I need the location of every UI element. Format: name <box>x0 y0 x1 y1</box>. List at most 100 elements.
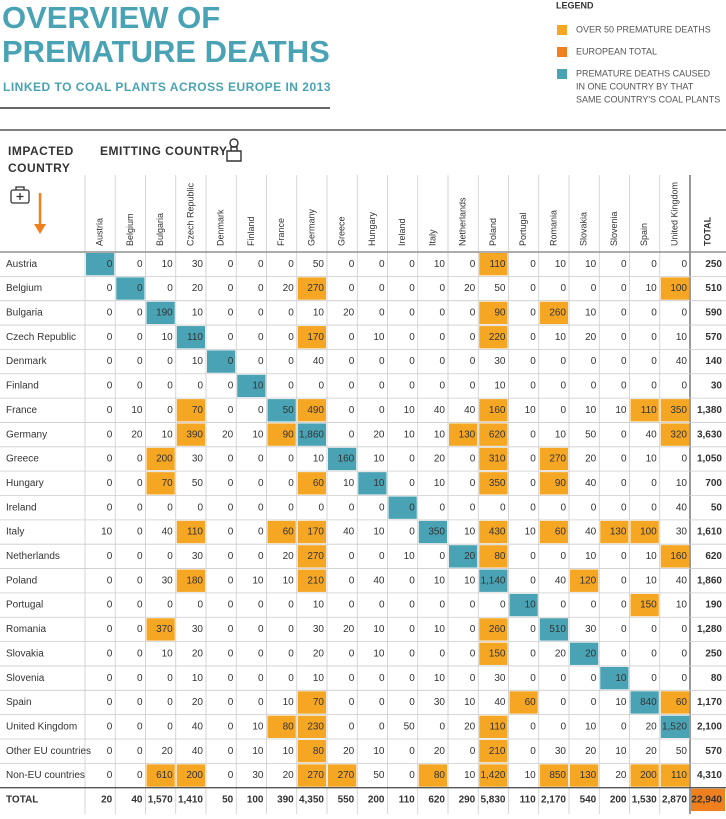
cell: 20 <box>434 746 446 757</box>
cell: 20 <box>192 283 204 294</box>
cell: 10 <box>313 673 325 684</box>
cell: 0 <box>288 478 294 489</box>
cell: 50 <box>585 429 597 440</box>
cell: 0 <box>379 405 385 416</box>
cell: 0 <box>560 551 566 562</box>
cell: 0 <box>107 673 113 684</box>
cell: 0 <box>409 697 415 708</box>
cell: 0 <box>409 673 415 684</box>
row-label: Czech Republic <box>6 332 76 343</box>
cell: 0 <box>621 502 627 513</box>
cell: 0 <box>560 502 566 513</box>
cell-highlight <box>418 764 447 787</box>
title: OVERVIEW OF <box>2 0 220 35</box>
column-label: Romania <box>548 210 558 246</box>
cell: 0 <box>288 356 294 367</box>
cell: 10 <box>615 697 627 708</box>
column-label: Slovenia <box>609 211 619 246</box>
cell: 0 <box>379 283 385 294</box>
cell-highlight <box>630 593 659 617</box>
cell: 0 <box>651 648 657 659</box>
cell: 0 <box>530 648 536 659</box>
row-total: 590 <box>705 308 722 319</box>
cell-highlight <box>660 545 689 568</box>
cell-highlight <box>479 520 508 544</box>
cell-highlight <box>660 277 689 300</box>
cell: 0 <box>349 673 355 684</box>
cell: 0 <box>258 600 264 611</box>
cell: 90 <box>555 478 567 489</box>
cell: 10 <box>525 770 537 781</box>
cell: 0 <box>379 502 385 513</box>
cell: 0 <box>228 356 234 367</box>
cell-highlight <box>297 715 326 738</box>
cell: 540 <box>580 795 597 806</box>
column-label: United Kingdom <box>669 182 679 246</box>
cell: 0 <box>107 405 113 416</box>
cell: 40 <box>585 478 597 489</box>
row-total: 140 <box>705 356 722 367</box>
cell: 10 <box>313 600 325 611</box>
cell-highlight <box>388 496 417 519</box>
cell: 60 <box>676 697 688 708</box>
cell-highlight <box>630 520 659 544</box>
cell: 30 <box>434 697 446 708</box>
cell-highlight <box>176 399 205 422</box>
cell: 0 <box>681 308 687 319</box>
legend-label: OVER 50 PREMATURE DEATHS <box>576 24 711 34</box>
column-label: Slovakia <box>579 212 589 246</box>
cell-highlight <box>479 569 508 592</box>
cell: 0 <box>530 746 536 757</box>
cell: 0 <box>107 600 113 611</box>
cell: 0 <box>349 600 355 611</box>
cell: 350 <box>670 405 687 416</box>
cell: 0 <box>228 283 234 294</box>
subtitle: LINKED TO COAL PLANTS ACROSS EUROPE IN 2… <box>3 80 331 94</box>
cell: 0 <box>107 697 113 708</box>
cell: 0 <box>651 356 657 367</box>
cell: 0 <box>288 648 294 659</box>
cell: 0 <box>349 381 355 392</box>
cell-highlight <box>479 447 508 471</box>
cell: 0 <box>591 502 597 513</box>
cell: 0 <box>621 381 627 392</box>
column-label: Germany <box>306 208 316 246</box>
cell: 30 <box>162 575 174 586</box>
cell-highlight <box>691 788 725 812</box>
cell: 40 <box>555 575 567 586</box>
cell-highlight <box>479 715 508 738</box>
cell: 0 <box>288 381 294 392</box>
cell: 0 <box>349 648 355 659</box>
cell-highlight <box>86 253 115 276</box>
cell: 80 <box>313 746 325 757</box>
cell: 0 <box>621 356 627 367</box>
cell: 1,520 <box>662 721 687 732</box>
cell: 10 <box>525 405 537 416</box>
cell: 30 <box>585 624 597 635</box>
column-label: Czech Republic <box>185 182 195 246</box>
cell: 30 <box>192 259 204 270</box>
cell-highlight <box>630 399 659 422</box>
cell: 0 <box>530 308 536 319</box>
cell: 20 <box>646 721 658 732</box>
cell: 0 <box>258 332 264 343</box>
row-total: 30 <box>711 381 723 392</box>
cell: 0 <box>137 527 143 538</box>
cell: 2,870 <box>662 795 687 806</box>
cell: 0 <box>258 624 264 635</box>
cell-highlight <box>297 520 326 544</box>
cell: 0 <box>349 721 355 732</box>
cell: 0 <box>621 283 627 294</box>
cell: 0 <box>621 575 627 586</box>
cell: 0 <box>439 600 445 611</box>
cell: 0 <box>349 283 355 294</box>
legend-swatch <box>557 69 567 79</box>
cell: 0 <box>621 551 627 562</box>
cell: 0 <box>470 746 476 757</box>
cell-highlight <box>146 764 175 787</box>
cell-highlight <box>539 447 568 471</box>
cell: 0 <box>379 551 385 562</box>
cell: 0 <box>591 697 597 708</box>
cell: 0 <box>560 721 566 732</box>
cell: 0 <box>621 648 627 659</box>
